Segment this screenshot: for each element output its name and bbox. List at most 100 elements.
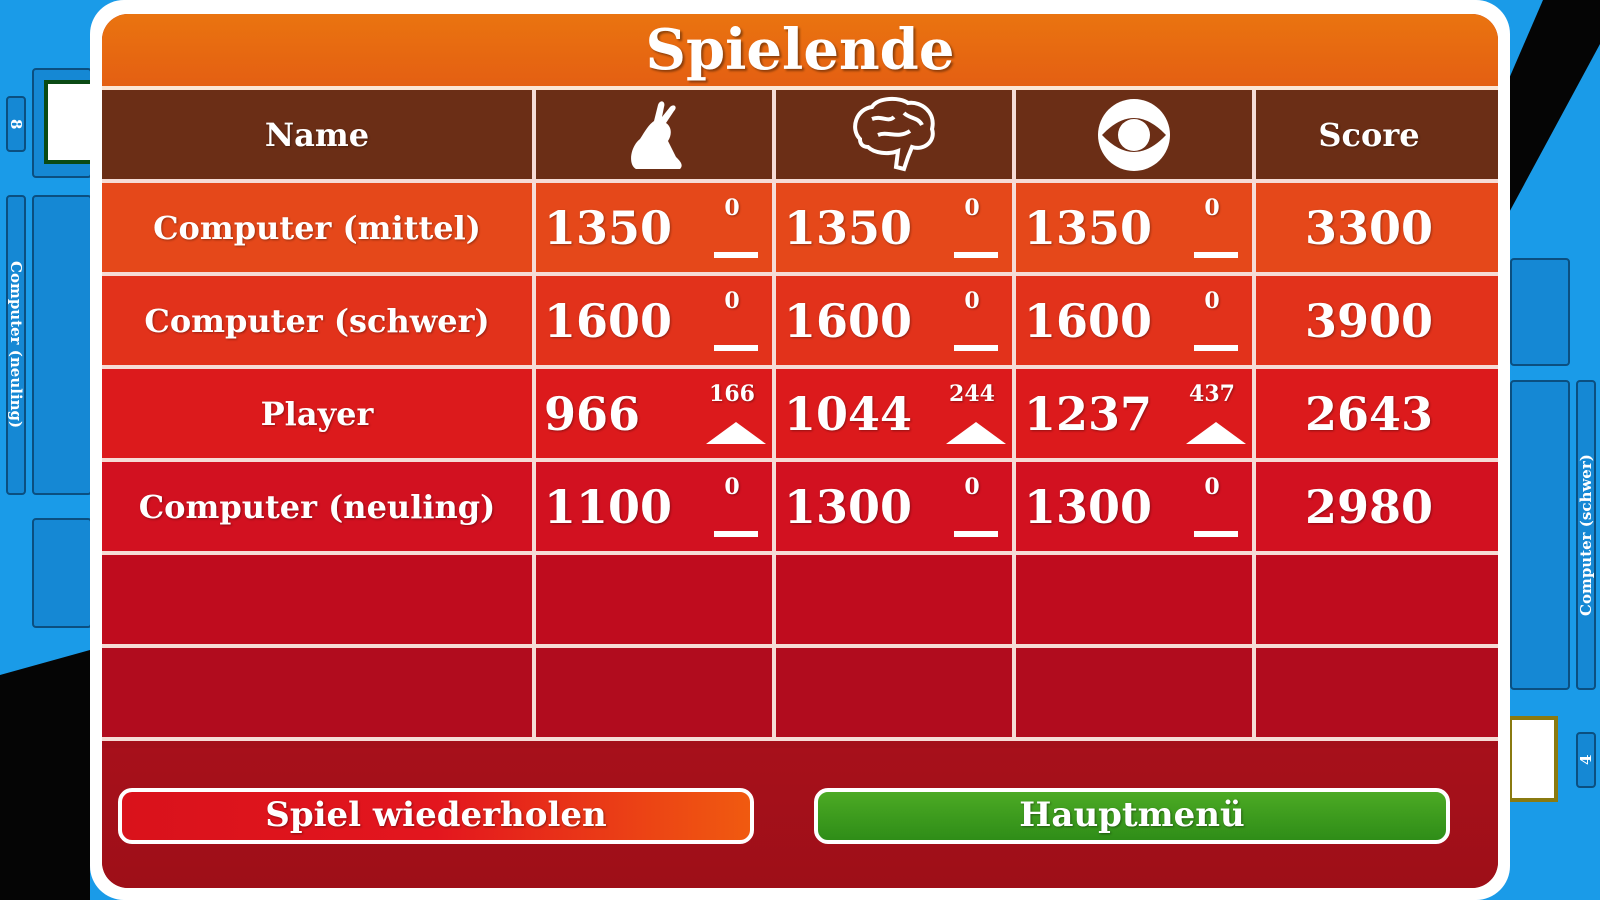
eye-icon	[1098, 98, 1170, 171]
table-header: Name Score	[102, 90, 1498, 183]
trend-up-icon	[1186, 422, 1246, 444]
rating-cell: 966 166	[536, 369, 776, 458]
trend-none-icon	[1194, 252, 1238, 258]
hare-icon	[631, 100, 682, 169]
right-slot	[1510, 258, 1570, 366]
game-over-dialog: Spielende Name Score Computer (mittel) 1…	[90, 0, 1510, 900]
rating-cell: 1044 244	[776, 369, 1016, 458]
trend-none-icon	[714, 252, 758, 258]
dialog-title: Spielende	[102, 14, 1498, 90]
card-count-label: 4	[1577, 754, 1595, 766]
trend-up-icon	[946, 422, 1006, 444]
rating-cell: 1237 437	[1016, 369, 1256, 458]
trend-none-icon	[1194, 345, 1238, 351]
score-cell: 3900	[1304, 293, 1434, 348]
empty-cell	[776, 555, 1016, 644]
empty-row	[102, 555, 1498, 648]
rating-value: 1300	[1024, 480, 1153, 534]
rating-cell: 1300 0	[776, 462, 1016, 551]
header-score: Score	[1318, 115, 1420, 154]
right-card-count: 4	[1576, 732, 1596, 788]
right-player-label: Computer (schwer)	[1576, 380, 1596, 690]
button-area: Spiel wiederholen Hauptmenü	[102, 748, 1498, 888]
rating-value: 1237	[1024, 387, 1153, 441]
rating-value: 1600	[1024, 294, 1153, 348]
rating-delta: 166	[709, 381, 755, 407]
empty-cell	[1256, 555, 1482, 644]
rating-cell: 1300 0	[1016, 462, 1256, 551]
player-name-cell: Computer (schwer)	[102, 276, 536, 365]
rating-value: 1600	[544, 294, 673, 348]
rating-value: 1044	[784, 387, 913, 441]
rating-value: 1350	[784, 201, 913, 255]
header-brain	[776, 90, 1016, 179]
rating-delta: 0	[1204, 195, 1220, 221]
empty-cell	[1016, 648, 1256, 737]
right-slot-2	[1510, 380, 1570, 690]
empty-cell	[102, 555, 536, 644]
left-slot	[32, 195, 92, 495]
card-count-label: 8	[7, 118, 25, 130]
rating-delta: 0	[964, 474, 980, 500]
rating-cell: 1350 0	[1016, 183, 1256, 272]
main-menu-button[interactable]: Hauptmenü	[814, 788, 1450, 844]
trend-none-icon	[954, 531, 998, 537]
rating-cell: 1100 0	[536, 462, 776, 551]
header-speed	[536, 90, 776, 179]
rating-value: 1300	[784, 480, 913, 534]
trend-up-icon	[706, 422, 766, 444]
rating-delta: 0	[964, 288, 980, 314]
rating-delta: 0	[1204, 474, 1220, 500]
rating-cell: 1350 0	[776, 183, 1016, 272]
empty-cell	[536, 648, 776, 737]
table-row: Computer (schwer) 1600 0 1600 0 1600 0 3…	[102, 276, 1498, 369]
rating-value: 966	[544, 387, 641, 441]
background-shape-right	[1505, 0, 1600, 220]
rating-delta: 244	[949, 381, 995, 407]
left-slot-2	[32, 518, 92, 628]
empty-cell	[536, 555, 776, 644]
trend-none-icon	[1194, 531, 1238, 537]
left-card-count: 8	[6, 96, 26, 152]
empty-cell	[102, 648, 536, 737]
empty-row	[102, 648, 1498, 741]
empty-cell	[776, 648, 1016, 737]
player-name-cell: Player	[102, 369, 536, 458]
rating-delta: 0	[724, 288, 740, 314]
rating-value: 1100	[544, 480, 673, 534]
score-cell: 2643	[1304, 386, 1434, 441]
left-card	[44, 80, 94, 164]
background-shape-left	[0, 650, 90, 900]
rating-delta: 437	[1189, 381, 1235, 407]
rating-delta: 0	[724, 195, 740, 221]
empty-cell	[1016, 555, 1256, 644]
rating-delta: 0	[964, 195, 980, 221]
rating-cell: 1600 0	[1016, 276, 1256, 365]
replay-button[interactable]: Spiel wiederholen	[118, 788, 754, 844]
rating-value: 1350	[544, 201, 673, 255]
rating-delta: 0	[1204, 288, 1220, 314]
left-player-label: Computer (neuling)	[6, 195, 26, 495]
player-name: Computer (schwer)	[1577, 454, 1595, 616]
table-row: Computer (mittel) 1350 0 1350 0 1350 0 3…	[102, 183, 1498, 276]
trend-none-icon	[954, 345, 998, 351]
rating-delta: 0	[724, 474, 740, 500]
score-cell: 2980	[1304, 479, 1434, 534]
score-cell: 3300	[1304, 200, 1434, 255]
empty-cell	[1256, 648, 1482, 737]
rating-cell: 1600 0	[536, 276, 776, 365]
table-row: Computer (neuling) 1100 0 1300 0 1300 0 …	[102, 462, 1498, 555]
rating-cell: 1350 0	[536, 183, 776, 272]
rating-cell: 1600 0	[776, 276, 1016, 365]
player-name-cell: Computer (mittel)	[102, 183, 536, 272]
trend-none-icon	[714, 345, 758, 351]
trend-none-icon	[954, 252, 998, 258]
table-row: Player 966 166 1044 244 1237 437 2643	[102, 369, 1498, 462]
player-name-cell: Computer (neuling)	[102, 462, 536, 551]
header-eye	[1016, 90, 1256, 179]
brain-icon	[853, 96, 935, 171]
trend-none-icon	[714, 531, 758, 537]
right-card	[1508, 716, 1558, 802]
header-name: Name	[102, 90, 536, 179]
player-name: Computer (neuling)	[7, 261, 25, 429]
